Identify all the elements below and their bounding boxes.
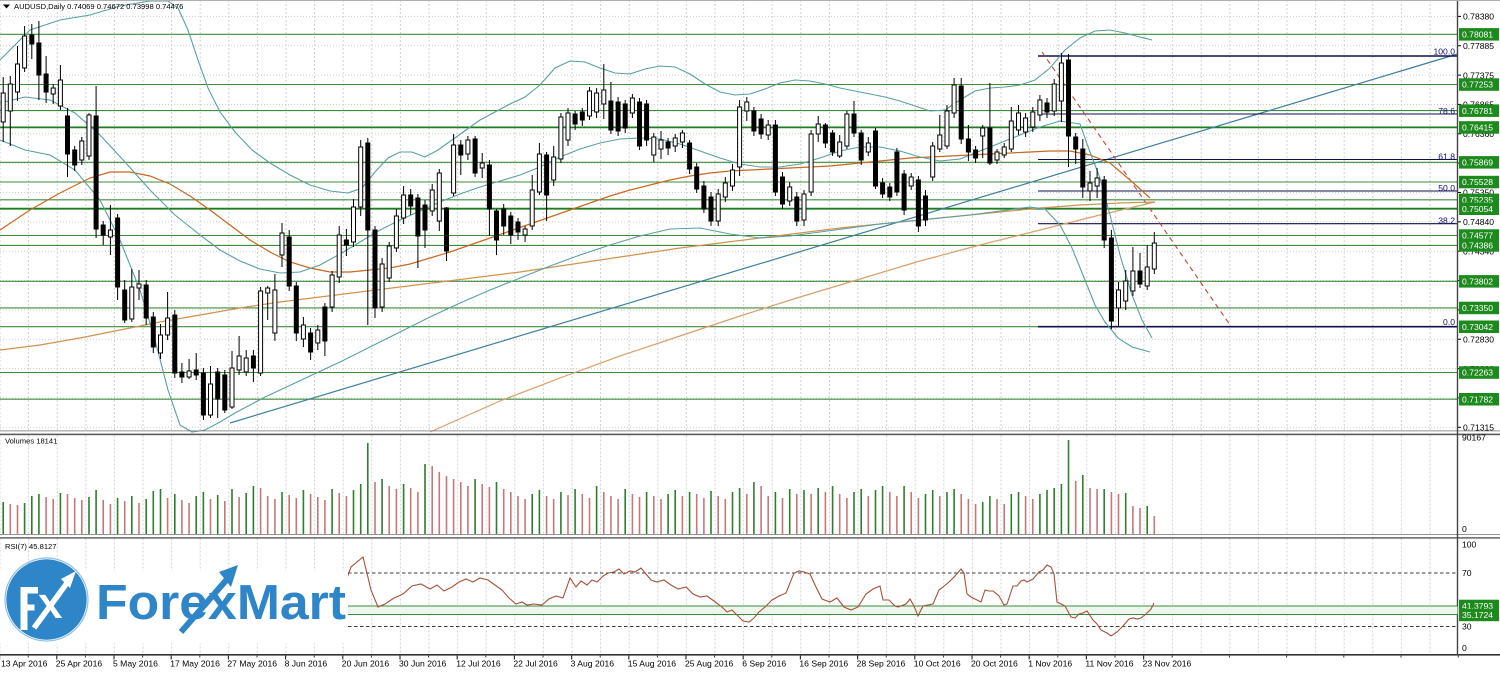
svg-text:25 Aug 2016: 25 Aug 2016 [685, 659, 733, 669]
svg-text:13 Apr 2016: 13 Apr 2016 [1, 659, 48, 669]
svg-text:0.75235: 0.75235 [1462, 195, 1493, 205]
svg-text:17 May 2016: 17 May 2016 [170, 659, 220, 669]
svg-text:0.75350: 0.75350 [1463, 188, 1494, 198]
svg-text:0.77375: 0.77375 [1463, 70, 1494, 80]
svg-text:100: 100 [1462, 540, 1477, 550]
svg-text:90167: 90167 [1462, 433, 1486, 443]
svg-text:20 Oct 2016: 20 Oct 2016 [971, 659, 1018, 669]
svg-text:Volumes 18141: Volumes 18141 [5, 437, 57, 446]
svg-text:0.74840: 0.74840 [1463, 217, 1494, 227]
svg-text:22 Jul 2016: 22 Jul 2016 [513, 659, 558, 669]
svg-text:12 Jul 2016: 12 Jul 2016 [456, 659, 501, 669]
svg-text:30: 30 [1462, 622, 1472, 632]
svg-text:0.78081: 0.78081 [1462, 30, 1493, 40]
svg-text:10 Oct 2016: 10 Oct 2016 [914, 659, 961, 669]
svg-text:20 Jun 2016: 20 Jun 2016 [342, 659, 390, 669]
svg-text:1 Nov 2016: 1 Nov 2016 [1028, 659, 1072, 669]
svg-text:30 Jun 2016: 30 Jun 2016 [399, 659, 447, 669]
svg-text:25 Apr 2016: 25 Apr 2016 [56, 659, 103, 669]
svg-text:0.72830: 0.72830 [1463, 334, 1494, 344]
svg-text:0.75869: 0.75869 [1462, 158, 1493, 168]
svg-text:8 Jun 2016: 8 Jun 2016 [285, 659, 328, 669]
svg-text:0.73042: 0.73042 [1462, 322, 1493, 332]
svg-text:0.75054: 0.75054 [1462, 204, 1493, 214]
svg-text:AUDUSD,Daily 0.74069 0.74672: AUDUSD,Daily 0.74069 0.74672 0.73998 0.7… [14, 2, 183, 11]
svg-text:41.3793: 41.3793 [1462, 601, 1493, 611]
svg-text:3 Aug 2016: 3 Aug 2016 [571, 659, 615, 669]
svg-text:0.74577: 0.74577 [1462, 231, 1493, 241]
svg-text:0.75528: 0.75528 [1462, 177, 1493, 187]
svg-text:50.0: 50.0 [1438, 183, 1455, 193]
svg-text:23 Nov 2016: 23 Nov 2016 [1143, 659, 1192, 669]
svg-text:0.77885: 0.77885 [1463, 41, 1494, 51]
svg-text:35.1724: 35.1724 [1462, 610, 1493, 620]
svg-text:0: 0 [1462, 643, 1467, 653]
svg-text:0.77253: 0.77253 [1462, 80, 1493, 90]
svg-text:6 Sep 2016: 6 Sep 2016 [742, 659, 786, 669]
svg-text:0.73350: 0.73350 [1462, 303, 1493, 313]
svg-text:38.2: 38.2 [1438, 216, 1455, 226]
svg-text:5 May 2016: 5 May 2016 [113, 659, 158, 669]
svg-text:61.8: 61.8 [1438, 152, 1455, 162]
svg-text:0.72263: 0.72263 [1462, 368, 1493, 378]
svg-text:15 Aug 2016: 15 Aug 2016 [628, 659, 676, 669]
svg-text:0.76360: 0.76360 [1463, 129, 1494, 139]
svg-text:0.0: 0.0 [1443, 317, 1455, 327]
svg-text:16 Sep 2016: 16 Sep 2016 [799, 659, 848, 669]
svg-text:11 Nov 2016: 11 Nov 2016 [1085, 659, 1133, 669]
svg-text:78.6: 78.6 [1438, 106, 1455, 116]
svg-text:0.74386: 0.74386 [1462, 241, 1493, 251]
svg-text:100.0: 100.0 [1433, 47, 1455, 57]
svg-text:0.73802: 0.73802 [1462, 277, 1493, 287]
svg-text:0.76781: 0.76781 [1462, 106, 1493, 116]
svg-text:27 May 2016: 27 May 2016 [227, 659, 277, 669]
svg-text:0: 0 [1462, 524, 1467, 534]
svg-text:0.71782: 0.71782 [1462, 394, 1493, 404]
svg-text:RSI(7) 45.8127: RSI(7) 45.8127 [5, 542, 57, 551]
svg-text:0.71315: 0.71315 [1463, 423, 1494, 433]
svg-text:0.78380: 0.78380 [1463, 12, 1494, 22]
svg-text:28 Sep 2016: 28 Sep 2016 [857, 659, 906, 669]
svg-text:0.76415: 0.76415 [1462, 123, 1493, 133]
svg-text:70: 70 [1462, 568, 1472, 578]
